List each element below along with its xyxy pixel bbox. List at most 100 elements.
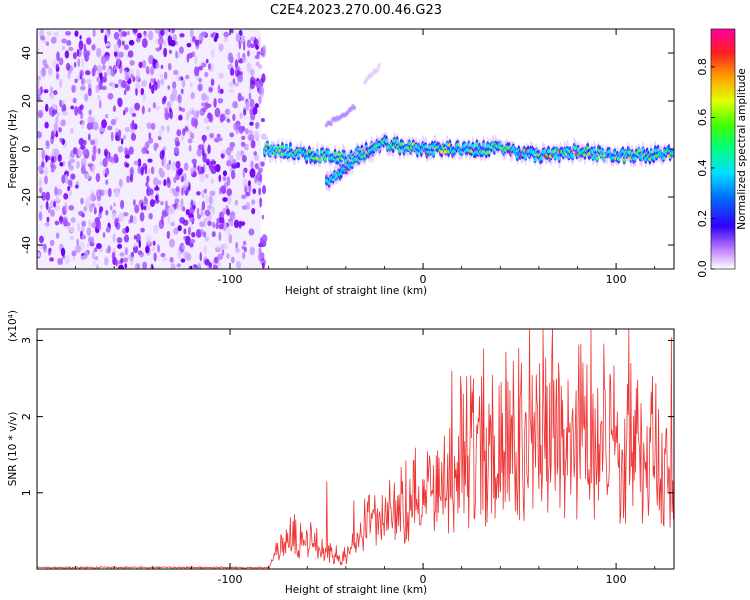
noise-speckle (50, 36, 57, 44)
noise-speckle (228, 88, 235, 94)
noise-speckle (45, 201, 49, 210)
noise-speckle (79, 104, 84, 111)
noise-speckle (92, 164, 95, 174)
noise-speckle (50, 92, 55, 100)
noise-speckle (242, 251, 246, 260)
noise-speckle (120, 257, 124, 264)
noise-speckle (123, 44, 129, 50)
spectrogram-axes: -100 0 100 -40 -20 0 20 40 (20, 29, 674, 286)
noise-speckle (140, 227, 145, 233)
noise-speckle (68, 69, 72, 75)
noise-speckle (202, 152, 207, 163)
noise-speckle (260, 48, 266, 58)
noise-speckle (163, 95, 167, 102)
noise-speckle (160, 125, 165, 132)
noise-speckle (261, 262, 265, 269)
noise-speckle (138, 61, 143, 68)
noise-speckle (172, 81, 177, 89)
noise-speckle (47, 67, 53, 76)
snr-ytick-label: 1 (20, 489, 33, 496)
noise-speckle (227, 52, 234, 63)
noise-speckle (166, 163, 171, 171)
noise-speckle (50, 86, 53, 94)
noise-speckle (117, 243, 123, 249)
noise-speckle (57, 111, 60, 117)
noise-speckle (41, 149, 46, 160)
noise-speckle (159, 74, 164, 79)
noise-speckle (200, 228, 204, 235)
noise-speckle (259, 199, 262, 208)
noise-speckle (189, 82, 193, 88)
noise-speckle (191, 109, 196, 116)
noise-speckle (45, 41, 50, 46)
noise-speckle (196, 41, 200, 48)
noise-speckle (82, 149, 88, 155)
noise-speckle (238, 125, 244, 134)
main-signal-trace (600, 149, 605, 154)
noise-speckle (105, 227, 111, 233)
noise-speckle (256, 122, 260, 127)
noise-speckle (37, 252, 41, 258)
noise-speckle (40, 35, 46, 41)
noise-speckle (187, 138, 193, 144)
noise-speckle (153, 224, 159, 234)
noise-speckle (170, 263, 176, 269)
noise-speckle (210, 78, 215, 86)
noise-speckle (89, 193, 96, 202)
noise-speckle (76, 160, 80, 169)
noise-speckle (183, 228, 187, 235)
noise-speckle (205, 216, 211, 223)
noise-speckle (134, 102, 141, 111)
noise-speckle (64, 173, 68, 184)
noise-speckle (85, 50, 90, 57)
noise-speckle (222, 222, 228, 232)
noise-speckle (68, 46, 74, 52)
noise-speckle (201, 200, 206, 211)
noise-speckle (128, 39, 135, 46)
noise-speckle (249, 98, 255, 109)
noise-speckle (261, 133, 267, 141)
noise-speckle (44, 175, 48, 185)
noise-speckle (213, 98, 217, 108)
noise-speckle (74, 78, 78, 84)
noise-speckle (69, 235, 75, 241)
noise-speckle (184, 125, 189, 131)
noise-speckle (91, 203, 96, 208)
noise-speckle (95, 188, 102, 199)
noise-speckle (144, 196, 147, 202)
noise-speckle (86, 122, 93, 130)
noise-speckle (49, 199, 55, 208)
noise-speckle (148, 213, 153, 220)
noise-speckle (176, 263, 181, 268)
noise-speckle (70, 173, 76, 180)
noise-speckle (226, 195, 232, 205)
noise-speckle (176, 129, 182, 137)
noise-speckle (249, 121, 254, 126)
noise-speckle (155, 194, 159, 201)
noise-speckle (188, 265, 193, 269)
noise-speckle (103, 189, 108, 195)
noise-speckle (173, 146, 180, 155)
noise-speckle (107, 93, 114, 100)
noise-speckle (37, 131, 42, 139)
noise-speckle (148, 54, 154, 65)
noise-speckle (140, 166, 144, 176)
noise-speckle (226, 208, 230, 216)
noise-speckle (70, 128, 74, 134)
noise-speckle (204, 258, 210, 266)
noise-speckle (176, 75, 182, 82)
noise-speckle (105, 209, 109, 216)
noise-speckle (173, 191, 179, 197)
noise-speckle (202, 231, 207, 238)
noise-speckle (55, 116, 59, 124)
noise-speckle (249, 68, 255, 77)
noise-speckle (257, 167, 263, 174)
noise-speckle (98, 99, 102, 109)
noise-speckle (72, 52, 77, 60)
noise-speckle (177, 225, 182, 232)
noise-speckle (98, 209, 103, 215)
noise-speckle (81, 212, 85, 218)
noise-speckle (239, 35, 246, 40)
noise-speckle (222, 170, 228, 177)
